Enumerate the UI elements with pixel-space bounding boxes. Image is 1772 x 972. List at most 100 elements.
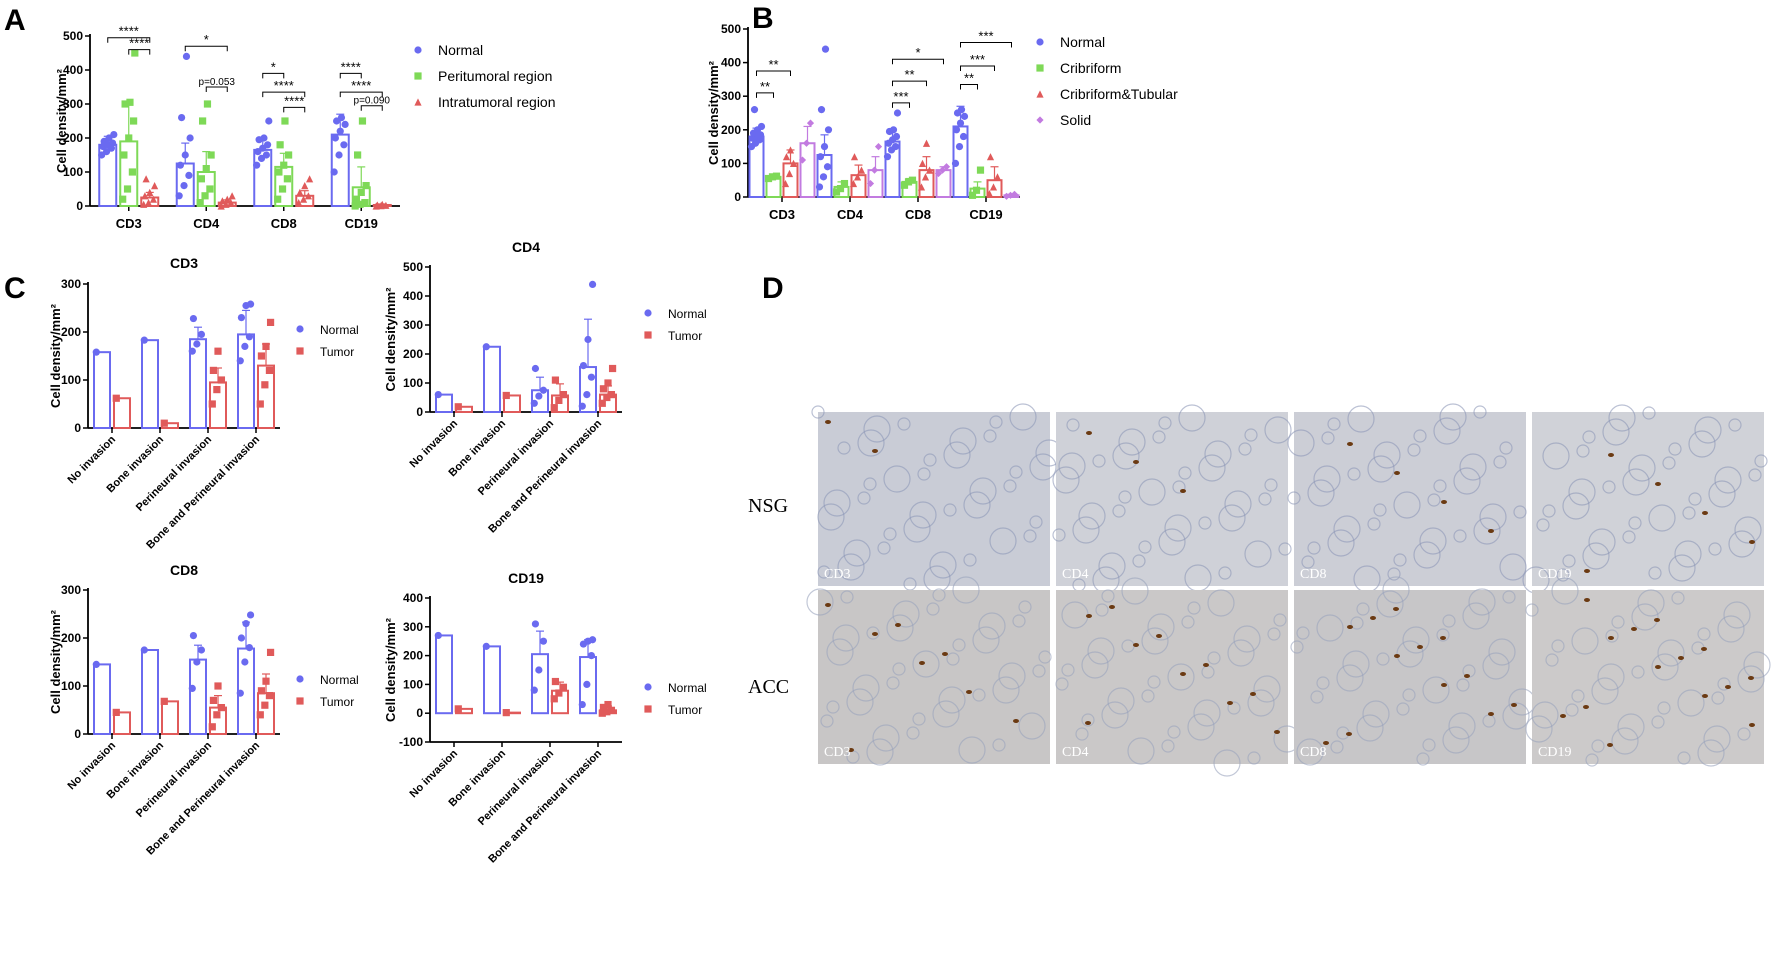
tissue-structure [1052,466,1080,494]
tissue-structure [837,553,865,581]
tissue-structure [917,467,931,481]
micrograph-tile [1532,412,1764,586]
legend-label: Peritumoral region [438,68,552,84]
significance-bracket [283,106,306,113]
significance-label: * [915,45,920,60]
data-point [257,352,266,360]
tissue-structure [1362,700,1390,728]
y-tick-label: 100 [403,376,423,390]
tissue-structure [1055,677,1069,691]
data-point [246,611,255,619]
data-point [126,98,134,106]
data-point [598,399,606,407]
tissue-structure [1382,576,1410,604]
data-point [256,400,264,408]
stained-cell [966,690,972,694]
tissue-structure [1152,430,1166,444]
y-tick-label: 300 [403,318,423,332]
stained-cell [1133,643,1139,647]
x-category-label: No invasion [66,739,119,792]
data-point [985,190,994,198]
x-category-label: No invasion [408,417,461,470]
tissue-structure [826,638,854,666]
data-point [209,366,218,374]
data-point [265,366,274,374]
data-point [110,131,118,139]
tissue-structure [1642,406,1656,420]
tissue-structure [1737,665,1765,693]
data-point [840,179,849,188]
y-tick-label: 400 [721,56,741,70]
y-tick-label: 500 [63,29,83,43]
tissue-structure [1342,650,1370,678]
tissue-structure [1224,490,1252,518]
tissue-structure [1204,440,1232,468]
tile-label-cd4: CD4 [1062,567,1088,582]
stained-cell [1608,453,1614,457]
data-point [959,132,968,141]
legend-marker [1036,38,1044,46]
data-point [551,677,560,686]
y-tick-label: 200 [61,325,81,339]
data-point [908,176,917,184]
data-point [587,373,596,381]
tissue-structure [1697,739,1725,767]
stained-cell [1440,636,1446,640]
data-point [188,347,196,355]
x-category-label: CD4 [837,207,864,222]
y-axis-title: Cell density/mm² [383,287,398,392]
tissue-structure [1167,725,1181,739]
tissue-structure [1502,702,1530,730]
tissue-structure [1207,589,1235,617]
tissue-structure [1018,712,1046,740]
legend-marker [1036,90,1044,98]
y-tick-label: -100 [399,735,423,749]
tissue-structure [1198,516,1212,530]
tissue-structure [909,501,937,529]
data-point [283,175,291,183]
significance-label: **** [274,78,294,93]
tissue-structure [1158,528,1186,556]
data-point [889,126,898,134]
legend-label: Tumor [668,329,702,343]
chart-c-cd3: CD3 0 100 200 300 Cell density/mm² No invasion… [48,255,359,551]
legend-marker [296,325,304,333]
tissue-structure [1078,502,1106,530]
data-point [352,195,360,203]
data-point [256,711,264,719]
panel-letter-c: C [4,272,26,305]
stained-cell [1655,482,1661,486]
tissue-structure [857,491,871,505]
stained-cell [1488,712,1494,716]
tissue-structure [1488,638,1516,666]
y-tick-label: 0 [734,190,741,204]
stained-cell [1394,654,1400,658]
x-category-label: CD4 [193,216,220,231]
stained-cell [825,603,831,607]
bar [161,700,179,735]
data-point [340,141,348,149]
tissue-structure [852,674,880,702]
tissue-structure [1728,418,1742,432]
tissue-structure [1551,639,1565,653]
tissue-structure [989,527,1017,555]
stained-cell [1584,569,1590,573]
tissue-structure [863,477,877,491]
chart-c-cd4: CD4 0 100 200 300 400 500 Cell density/mm² No in… [383,239,707,535]
data-point [227,199,235,207]
tissue-structure [1218,504,1246,532]
data-point [891,143,900,151]
tissue-structure [958,736,986,764]
stained-cell [1583,705,1589,709]
tissue-structure [1703,725,1731,753]
tissue-structure [912,650,940,678]
data-point [550,695,558,703]
data-point [142,175,150,183]
tissue-structure [969,477,997,505]
tissue-structure [1003,479,1017,493]
stained-cell [1085,721,1091,725]
tissue-structure [1247,689,1275,717]
chart-title: CD19 [508,570,544,586]
data-point [934,169,943,178]
data-point [228,192,236,200]
